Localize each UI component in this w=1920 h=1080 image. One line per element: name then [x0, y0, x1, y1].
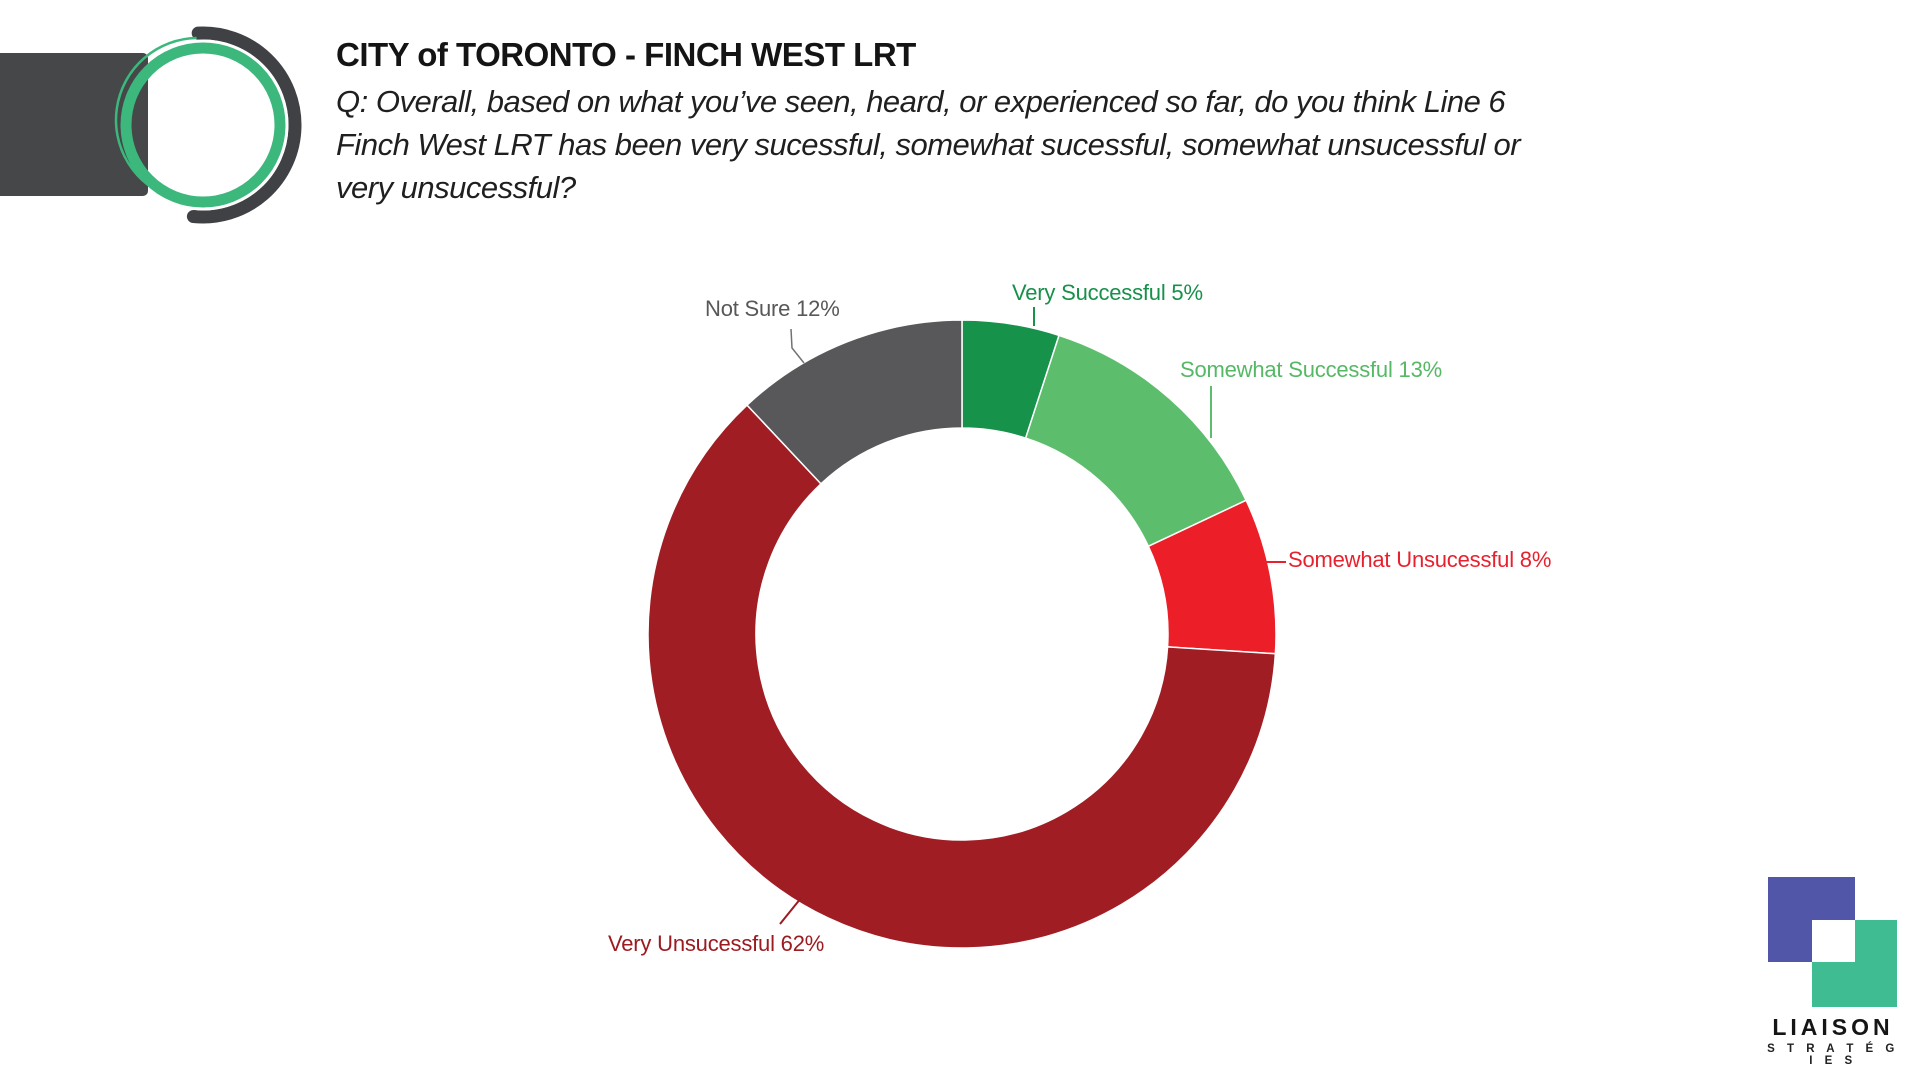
liaison-subtitle: S T R A T É G I E S — [1767, 1043, 1899, 1067]
question-line-1: Q: Overall, based on what you’ve seen, h… — [336, 84, 1506, 119]
emblem-dark-arc — [186, 26, 302, 224]
donut-slice-very-unsucessful — [647, 404, 1277, 949]
liaison-wordmark: LIAISON — [1772, 1014, 1894, 1040]
label-very-unsucessful: Very Unsucessful 62% — [608, 931, 825, 956]
header-block: CITY of TORONTO - FINCH WEST LRT Q: Over… — [336, 34, 1586, 209]
emblem-thin-green-arc — [114, 36, 197, 200]
question-line-3: very unsucessful? — [336, 170, 576, 205]
page-title: CITY of TORONTO - FINCH WEST LRT — [336, 36, 916, 73]
question-line-2: Finch West LRT has been very sucessful, … — [336, 127, 1521, 162]
label-not-sure: Not Sure 12% — [705, 296, 840, 321]
donut-chart — [647, 319, 1277, 949]
label-somewhat-unsucessful: Somewhat Unsucessful 8% — [1288, 547, 1552, 572]
label-very-successful: Very Successful 5% — [1012, 280, 1203, 305]
emblem-green-ring — [120, 42, 286, 208]
brand-logo-ring — [114, 26, 302, 224]
liaison-white-square — [1812, 920, 1855, 962]
emblem-white-arc — [197, 39, 289, 211]
label-somewhat-successful: Somewhat Successful 13% — [1180, 357, 1442, 382]
survey-question: Q: Overall, based on what you’ve seen, h… — [336, 80, 1586, 209]
